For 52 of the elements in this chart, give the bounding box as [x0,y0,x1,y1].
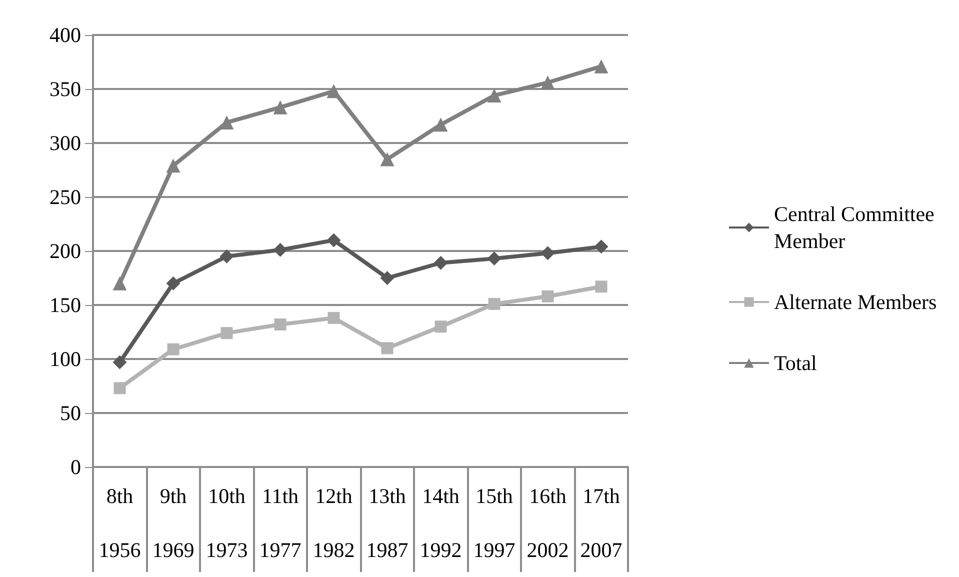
point [594,240,608,254]
category-label: 15th 1997 [473,484,516,562]
category-label: 17th 2007 [580,484,622,562]
point [167,343,180,356]
category-label: 16th 2002 [526,484,569,562]
point [328,312,340,324]
category-label: 9th 1969 [152,484,194,562]
y-tick-label: 400 [50,23,81,47]
point [220,249,234,264]
point [326,84,341,98]
point [166,276,180,290]
y-tick-label: 100 [50,347,81,371]
point [166,158,180,173]
category-label: 13th 1987 [366,484,408,562]
category-label: 11th 1977 [259,484,302,562]
point [434,320,447,333]
point [112,276,127,290]
point [540,76,555,90]
point [273,242,288,257]
point [273,100,288,114]
legend-label: Total [774,351,818,375]
y-tick-label: 150 [50,293,81,317]
category-label: 14th 1992 [420,484,462,562]
point [540,246,555,260]
point [274,318,286,330]
y-tick-label: 0 [70,455,81,479]
point [220,115,234,130]
point [542,290,554,302]
point [434,118,448,132]
y-tick-label: 250 [50,185,81,209]
point [220,327,233,340]
category-label: 12th 1982 [312,484,355,562]
point [487,88,502,102]
point [114,382,126,394]
category-label: 10th 1973 [206,484,248,562]
point [488,298,500,310]
point [487,252,502,266]
y-tick-label: 50 [60,401,81,425]
y-tick-label: 200 [50,239,81,263]
point [380,152,394,166]
point [381,342,394,354]
point [595,280,608,293]
point [112,355,127,370]
legend-label: Central Committee Member [774,202,940,253]
point [380,271,394,285]
y-tick-label: 300 [50,131,81,155]
point [434,256,448,270]
legend-label: Alternate Members [774,290,937,314]
point [326,233,341,248]
point [594,59,608,74]
category-label: 8th 1956 [98,484,141,562]
y-tick-label: 350 [50,77,81,101]
